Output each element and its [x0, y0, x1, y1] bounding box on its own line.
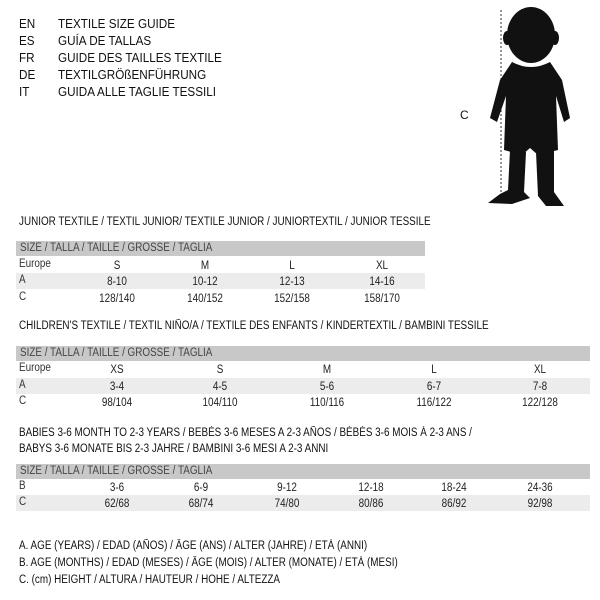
- table-cell: 110/116: [309, 397, 345, 409]
- table-cell: 9-12: [277, 482, 297, 494]
- row-label: A: [19, 274, 26, 286]
- language-title: GUÍA DE TALLAS: [58, 33, 152, 48]
- table-title: BABYS 3-6 MONATE BIS 2-3 JAHRE / BAMBINI…: [19, 443, 329, 455]
- row-shading: [16, 495, 590, 511]
- size-header-label: SIZE / TALLA / TAILLE / GRÖSSE / TAGLIA: [20, 347, 213, 359]
- table-cell: 6-9: [193, 482, 209, 494]
- table-cell: 12-13: [279, 276, 305, 288]
- language-code: FR: [19, 50, 35, 65]
- table-cell: 158/170: [364, 293, 400, 305]
- language-title: GUIDA ALLE TAGLIE TESSILI: [58, 84, 217, 99]
- table-cell: 12-18: [358, 482, 384, 494]
- table-cell: 10-12: [192, 276, 218, 288]
- table-cell: 24-36: [527, 482, 553, 494]
- table-cell: 68/74: [188, 498, 214, 510]
- table-cell: 62/68: [104, 498, 130, 510]
- language-title: TEXTILGRÖßENFÜHRUNG: [58, 67, 207, 82]
- table-cell: 6-7: [426, 381, 442, 393]
- row-label: C: [19, 395, 27, 407]
- language-code: ES: [19, 33, 35, 48]
- table-title: CHILDREN'S TEXTILE / TEXTIL NIÑO/A / TEX…: [19, 320, 489, 332]
- size-header-bar: SIZE / TALLA / TAILLE / GRÖSSE / TAGLIA: [16, 346, 590, 361]
- row-label: Europe: [19, 362, 51, 374]
- table-cell: 122/128: [522, 397, 558, 409]
- table-cell: 98/104: [101, 397, 133, 409]
- size-header-label: SIZE / TALLA / TAILLE / GRÖSSE / TAGLIA: [20, 242, 213, 254]
- legend-item: A. AGE (YEARS) / EDAD (AÑOS) / ÂGE (ANS)…: [19, 540, 368, 552]
- legend-item: B. AGE (MONTHS) / EDAD (MESES) / ÂGE (MO…: [19, 557, 398, 569]
- table-cell: L: [431, 364, 437, 376]
- language-code: EN: [19, 16, 36, 31]
- table-cell: L: [289, 260, 295, 272]
- table-cell: 140/152: [187, 293, 223, 305]
- table-cell: 7-8: [532, 381, 548, 393]
- table-cell: 128/140: [99, 293, 135, 305]
- row-label: C: [19, 496, 27, 508]
- legend-item: C. (cm) HEIGHT / ALTURA / HAUTEUR / HÖHE…: [19, 574, 281, 586]
- size-header-bar: SIZE / TALLA / TAILLE / GRÖSSE / TAGLIA: [16, 464, 590, 479]
- table-cell: 5-6: [319, 381, 335, 393]
- table-cell: 80/86: [358, 498, 384, 510]
- row-label: C: [19, 291, 27, 303]
- table-cell: S: [113, 260, 121, 272]
- row-shading: [16, 273, 425, 289]
- table-cell: 14-16: [369, 276, 395, 288]
- table-cell: 3-4: [109, 381, 125, 393]
- row-label: Europe: [19, 258, 51, 270]
- size-header-label: SIZE / TALLA / TAILLE / GRÖSSE / TAGLIA: [20, 465, 213, 477]
- table-cell: XL: [375, 260, 389, 272]
- language-code: IT: [19, 84, 30, 99]
- table-cell: 86/92: [441, 498, 467, 510]
- row-label: A: [19, 379, 26, 391]
- row-label: B: [19, 480, 26, 492]
- table-title: JUNIOR TEXTILE / TEXTIL JUNIOR/ TEXTILE …: [19, 216, 431, 228]
- table-cell: 92/98: [527, 498, 553, 510]
- table-cell: XS: [110, 364, 124, 376]
- table-title: BABIES 3-6 MONTH TO 2-3 YEARS / BEBÉS 3-…: [19, 427, 472, 439]
- table-cell: 3-6: [109, 482, 125, 494]
- table-cell: 116/122: [416, 397, 452, 409]
- table-cell: 4-5: [212, 381, 228, 393]
- child-silhouette-icon: [488, 7, 570, 206]
- height-label: C: [460, 108, 469, 122]
- table-cell: 18-24: [441, 482, 467, 494]
- table-cell: 104/110: [202, 397, 238, 409]
- table-cell: 8-10: [107, 276, 127, 288]
- table-cell: M: [322, 364, 332, 376]
- table-cell: 74/80: [274, 498, 300, 510]
- row-shading: [16, 378, 590, 394]
- table-cell: S: [216, 364, 224, 376]
- table-cell: 152/158: [274, 293, 310, 305]
- language-title: GUIDE DES TAILLES TEXTILE: [58, 50, 222, 65]
- language-code: DE: [19, 67, 36, 82]
- table-cell: XL: [533, 364, 547, 376]
- size-header-bar: SIZE / TALLA / TAILLE / GRÖSSE / TAGLIA: [16, 241, 425, 256]
- table-cell: M: [200, 260, 210, 272]
- language-title: TEXTILE SIZE GUIDE: [58, 16, 176, 31]
